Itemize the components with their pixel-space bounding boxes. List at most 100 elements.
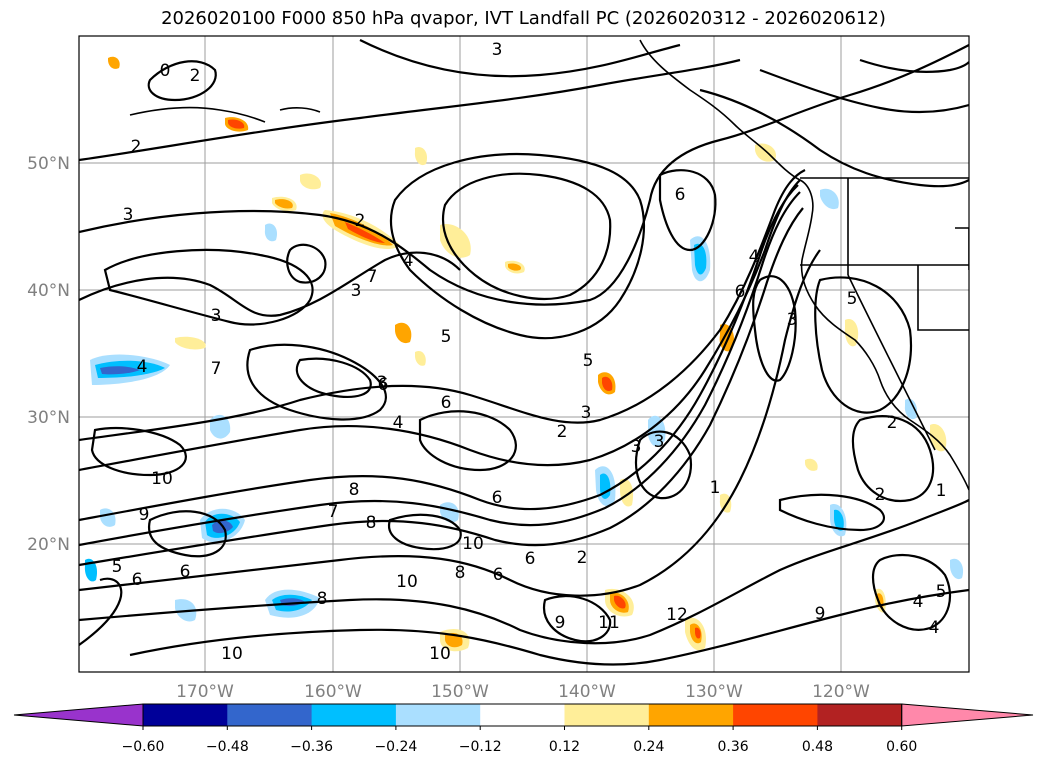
colorbar-tick-label: −0.48 xyxy=(206,739,249,755)
colorbar-segment xyxy=(733,704,818,726)
colorbar-extend-high xyxy=(901,703,1034,727)
contour-label: 6 xyxy=(493,565,504,585)
contour-label: 3 xyxy=(211,306,222,326)
latitude-labels: 50°N 40°N 30°N 20°N xyxy=(27,154,70,555)
colorbar-segment xyxy=(395,704,481,726)
coastlines xyxy=(129,39,969,491)
contour-label: 4 xyxy=(137,357,148,377)
contour-label: 5 xyxy=(847,289,858,309)
contour-label: 5 xyxy=(441,327,452,347)
contour-label: 6 xyxy=(525,549,536,569)
contour-label: 10 xyxy=(462,534,484,554)
colorbar-segment xyxy=(648,704,734,726)
contour-label: 0 xyxy=(160,61,171,81)
lon-label: 140°W xyxy=(558,682,616,702)
contour-label: 6 xyxy=(132,570,143,590)
contour-label: 5 xyxy=(936,582,947,602)
lon-label: 150°W xyxy=(431,682,489,702)
contour-label: 2 xyxy=(875,485,886,505)
colorbar-tick-label: −0.24 xyxy=(374,739,417,755)
contour-label: 11 xyxy=(598,613,620,633)
contour-label: 8 xyxy=(455,563,466,583)
colorbar-tick-label: −0.12 xyxy=(459,739,502,755)
map-panel xyxy=(79,36,969,672)
colorbar-tick-label: 0.24 xyxy=(633,739,664,755)
colorbar-extend-low xyxy=(13,703,144,727)
map-border xyxy=(78,35,970,673)
lon-label: 120°W xyxy=(812,682,870,702)
lat-label: 50°N xyxy=(27,154,70,174)
colorbar xyxy=(13,703,1034,727)
lon-label: 130°W xyxy=(685,682,743,702)
colorbar-segment xyxy=(227,704,313,726)
lon-label: 170°W xyxy=(176,682,234,702)
contour-label: 1 xyxy=(936,481,947,501)
colorbar-frame xyxy=(142,703,903,727)
lat-label: 30°N xyxy=(27,408,70,428)
contour-label: 2 xyxy=(887,413,898,433)
colorbar-tick-label: −0.60 xyxy=(122,739,165,755)
colorbar-segment xyxy=(480,704,565,726)
contour-label: 9 xyxy=(815,604,826,624)
contour-label: 9 xyxy=(555,613,566,633)
contour-lines xyxy=(79,39,969,666)
lat-label: 40°N xyxy=(27,281,70,301)
contour-label: 4 xyxy=(403,251,414,271)
contour-label: 3 xyxy=(377,373,388,393)
contour-label: 12 xyxy=(666,605,688,625)
contour-label: 3 xyxy=(631,437,642,457)
colorbar-segment xyxy=(311,704,397,726)
contour-label: 2 xyxy=(557,422,568,442)
contour-label: 3 xyxy=(581,403,592,423)
contour-label: 10 xyxy=(221,644,243,664)
contour-label: 8 xyxy=(349,480,360,500)
colorbar-tick-label: 0.60 xyxy=(886,739,917,755)
colorbar-segment xyxy=(564,704,650,726)
colorbar-tick-label: −0.36 xyxy=(290,739,333,755)
contour-label: 4 xyxy=(929,618,940,638)
contour-label: 6 xyxy=(378,375,389,395)
contour-label: 3 xyxy=(492,40,503,60)
contour-label: 3 xyxy=(654,432,665,452)
contour-label: 6 xyxy=(675,185,686,205)
contour-label: 7 xyxy=(211,359,222,379)
contour-label: 3 xyxy=(787,310,798,330)
contour-label: 7 xyxy=(367,267,378,287)
contour-label: 8 xyxy=(366,513,377,533)
lon-label: 160°W xyxy=(304,682,362,702)
shaded-fields xyxy=(84,56,964,652)
contour-label: 10 xyxy=(151,469,173,489)
contour-label: 4 xyxy=(913,592,924,612)
contour-label: 7 xyxy=(328,502,339,522)
contour-label: 4 xyxy=(393,413,404,433)
contour-label: 6 xyxy=(441,393,452,413)
colorbar-tick-label: 0.12 xyxy=(549,739,580,755)
colorbar-segment xyxy=(143,704,228,726)
contour-label: 8 xyxy=(317,589,328,609)
contour-label: 5 xyxy=(583,351,594,371)
contour-label: 4 xyxy=(749,247,760,267)
contour-label: 2 xyxy=(131,137,142,157)
contour-label: 2 xyxy=(190,66,201,86)
colorbar-tick-label: 0.36 xyxy=(718,739,749,755)
lat-label: 20°N xyxy=(27,535,70,555)
contour-label: 3 xyxy=(123,205,134,225)
colorbar-tick-label: 0.48 xyxy=(802,739,833,755)
contour-label: 3 xyxy=(351,281,362,301)
contour-label: 5 xyxy=(112,557,123,577)
map-title: 2026020100 F000 850 hPa qvapor, IVT Land… xyxy=(161,8,886,29)
contour-label: 2 xyxy=(355,211,366,231)
contour-label: 2 xyxy=(577,548,588,568)
colorbar-tick-labels: −0.60 −0.48 −0.36 −0.24 −0.12 0.12 0.24 0.36 0.4… xyxy=(122,726,917,755)
contour-label: 10 xyxy=(429,644,451,664)
contour-label: 1 xyxy=(710,478,721,498)
contour-label: 6 xyxy=(735,282,746,302)
map-contents xyxy=(79,36,969,672)
contour-label: 10 xyxy=(396,572,418,592)
contour-label: 6 xyxy=(180,562,191,582)
contour-label: 9 xyxy=(139,505,150,525)
contour-label: 6 xyxy=(492,488,503,508)
colorbar-segment xyxy=(817,704,903,726)
